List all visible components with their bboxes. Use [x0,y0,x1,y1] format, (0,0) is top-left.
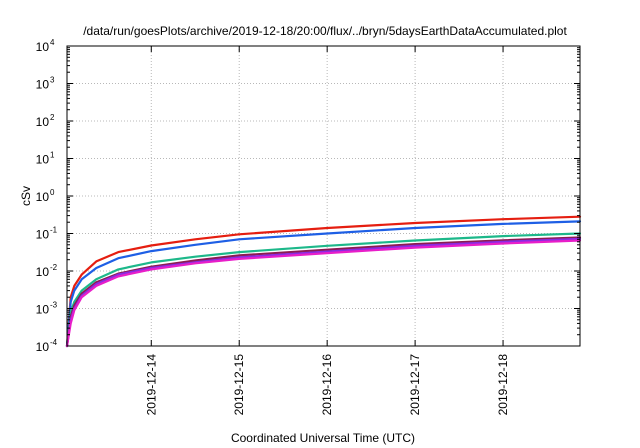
y-tick-label-exponent: -3 [50,301,58,310]
y-tick-label-base: 10 [36,78,50,92]
series-line-2 [65,220,582,348]
grid-lines [67,46,580,346]
y-tick-label-base: 10 [36,190,50,204]
y-tick-label-base: 10 [36,115,50,129]
series-line-1 [65,215,582,348]
y-tick-label-base: 10 [36,40,50,54]
y-tick-label-base: 10 [36,228,50,242]
y-tick-label-exponent: 2 [50,113,55,122]
x-tick-label: 2019-12-16 [320,354,334,416]
y-tick-label-exponent: 0 [50,188,55,197]
x-tick-label: 2019-12-17 [408,354,422,416]
y-tick-label-exponent: -1 [50,226,58,235]
y-tick-label-base: 10 [36,303,50,317]
axis-ticks [67,45,580,347]
y-tick-label-exponent: 1 [50,151,55,160]
y-tick-label-base: 10 [36,265,50,279]
series-line-4 [65,236,582,348]
y-tick-label-exponent: 3 [50,76,55,85]
y-tick-label-exponent: -2 [50,263,58,272]
y-tick-label-exponent: -4 [50,338,58,347]
y-tick-label-base: 10 [36,153,50,167]
x-tick-label: 2019-12-15 [232,354,246,416]
y-tick-label-exponent: 4 [50,38,55,47]
x-axis-label: Coordinated Universal Time (UTC) [231,431,415,445]
series-lines [65,215,582,348]
x-tick-labels: 2019-12-14 2019-12-15 2019-12-16 2019-12-17… [144,354,510,416]
y-tick-label-base: 10 [36,340,50,354]
series-line-3 [65,232,582,348]
series-line-6 [65,239,582,348]
y-axis-label: cSv [19,186,33,206]
x-tick-label: 2019-12-14 [144,354,158,416]
chart-title: /data/run/goesPlots/archive/2019-12-18/2… [83,24,567,38]
x-tick-label: 2019-12-18 [496,354,510,416]
